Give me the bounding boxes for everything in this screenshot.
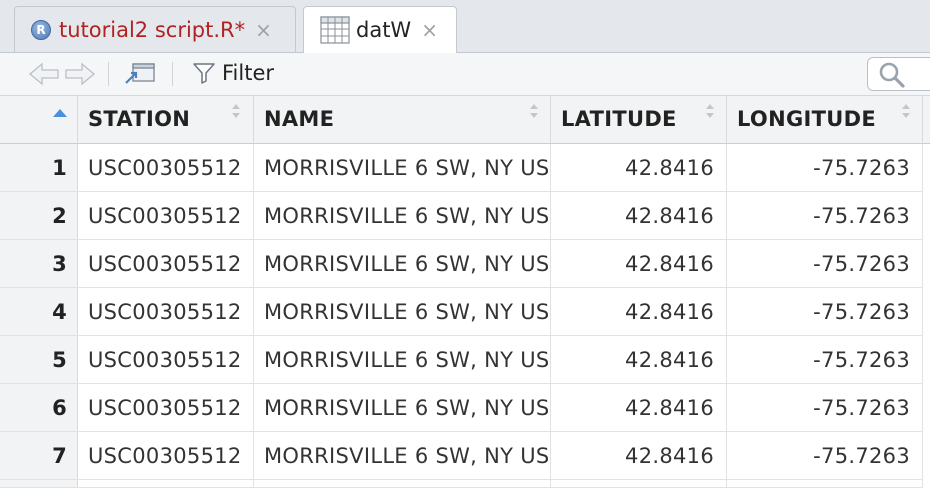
cell-longitude: -75.7263 [727, 192, 923, 240]
cell-longitude: -75.7263 [727, 240, 923, 288]
cell-longitude: -75.7263 [727, 144, 923, 192]
data-viewer-toolbar: Filter [0, 53, 930, 96]
editor-tab-bar: R tutorial2 script.R* × datW × [0, 0, 930, 53]
cell-latitude: 42.8416 [551, 192, 727, 240]
column-header-label: LATITUDE [561, 107, 677, 131]
cell-latitude: 42.8416 [551, 384, 727, 432]
row-number: 4 [0, 288, 78, 336]
column-header-latitude[interactable]: LATITUDE [551, 96, 727, 144]
filter-button[interactable]: Filter [192, 61, 274, 85]
sort-arrows-icon [902, 104, 910, 118]
cell-station: USC00305512 [78, 288, 254, 336]
cell-latitude: 42.8416 [551, 432, 727, 480]
table-row: 4 USC00305512 MORRISVILLE 6 SW, NY US 42… [0, 288, 930, 336]
row-number: 6 [0, 384, 78, 432]
table-row: 5 USC00305512 MORRISVILLE 6 SW, NY US 42… [0, 336, 930, 384]
cell-name: MORRISVILLE 6 SW, NY US [254, 240, 551, 288]
cell-name [254, 480, 551, 488]
cell-station [78, 480, 254, 488]
sort-arrows-icon [232, 104, 240, 118]
cell-station: USC00305512 [78, 192, 254, 240]
cell-latitude: 42.8416 [551, 240, 727, 288]
magnifier-icon [879, 62, 905, 88]
row-number-cell [0, 480, 78, 488]
toolbar-separator [108, 62, 109, 86]
column-header-label: NAME [264, 107, 335, 131]
table-row: 3 USC00305512 MORRISVILLE 6 SW, NY US 42… [0, 240, 930, 288]
cell-station: USC00305512 [78, 336, 254, 384]
cell-station: USC00305512 [78, 384, 254, 432]
cell-latitude: 42.8416 [551, 288, 727, 336]
column-header-overflow [923, 96, 930, 144]
cell-longitude: -75.7263 [727, 384, 923, 432]
table-row: 6 USC00305512 MORRISVILLE 6 SW, NY US 42… [0, 384, 930, 432]
back-arrow-icon [28, 62, 59, 86]
sort-arrows-icon [530, 104, 538, 118]
cell-longitude: -75.7263 [727, 336, 923, 384]
cell-station: USC00305512 [78, 240, 254, 288]
column-header-name[interactable]: NAME [254, 96, 551, 144]
row-number: 2 [0, 192, 78, 240]
row-number-header[interactable] [0, 96, 78, 144]
tab-label: tutorial2 script.R* [59, 17, 246, 42]
sort-ascending-icon [53, 109, 67, 117]
filter-label: Filter [222, 61, 275, 85]
column-header-label: STATION [88, 107, 191, 131]
funnel-icon [193, 63, 215, 84]
toolbar-separator [172, 62, 173, 86]
table-row-partial [0, 480, 930, 488]
popout-button[interactable] [124, 61, 156, 87]
row-number: 3 [0, 240, 78, 288]
tab-datw[interactable]: datW × [303, 6, 457, 53]
table-row: 2 USC00305512 MORRISVILLE 6 SW, NY US 42… [0, 192, 930, 240]
cell-name: MORRISVILLE 6 SW, NY US [254, 288, 551, 336]
table-row: 1 USC00305512 MORRISVILLE 6 SW, NY US 42… [0, 144, 930, 192]
tab-tutorial2-script[interactable]: R tutorial2 script.R* × [14, 6, 296, 52]
popout-window-icon [125, 63, 155, 84]
search-input[interactable] [867, 57, 930, 91]
cell-latitude [551, 480, 727, 488]
back-button[interactable] [28, 62, 60, 86]
tab-label: datW [356, 18, 412, 42]
row-number: 5 [0, 336, 78, 384]
close-tab-icon[interactable]: × [255, 17, 272, 42]
data-grid-icon [320, 16, 350, 44]
cell-station: USC00305512 [78, 432, 254, 480]
cell-longitude [727, 480, 923, 488]
cell-latitude: 42.8416 [551, 144, 727, 192]
cell-latitude: 42.8416 [551, 336, 727, 384]
cell-name: MORRISVILLE 6 SW, NY US [254, 432, 551, 480]
column-header-station[interactable]: STATION [78, 96, 254, 144]
row-number: 1 [0, 144, 78, 192]
table-row: 7 USC00305512 MORRISVILLE 6 SW, NY US 42… [0, 432, 930, 480]
cell-station: USC00305512 [78, 144, 254, 192]
row-number: 7 [0, 432, 78, 480]
cell-name: MORRISVILLE 6 SW, NY US [254, 144, 551, 192]
r-script-icon: R [31, 19, 51, 40]
cell-longitude: -75.7263 [727, 432, 923, 480]
cell-name: MORRISVILLE 6 SW, NY US [254, 384, 551, 432]
column-header-label: LONGITUDE [737, 107, 876, 131]
close-tab-icon[interactable]: × [421, 18, 438, 42]
cell-longitude: -75.7263 [727, 288, 923, 336]
forward-arrow-icon [65, 62, 96, 86]
forward-button[interactable] [64, 62, 96, 86]
sort-arrows-icon [706, 104, 714, 118]
cell-name: MORRISVILLE 6 SW, NY US [254, 336, 551, 384]
column-header-longitude[interactable]: LONGITUDE [727, 96, 923, 144]
cell-name: MORRISVILLE 6 SW, NY US [254, 192, 551, 240]
